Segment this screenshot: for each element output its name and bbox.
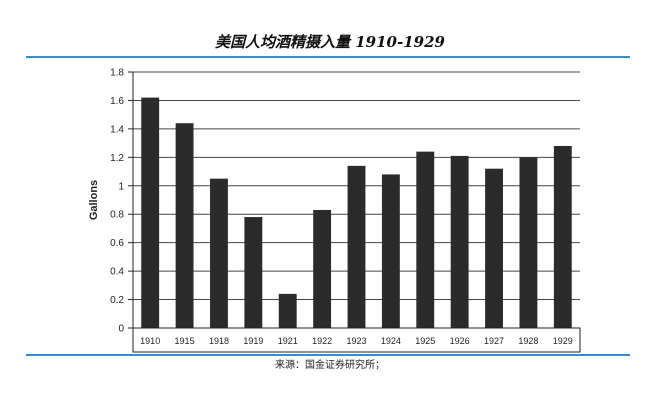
- bars: [141, 97, 572, 328]
- bar-1929: [553, 145, 572, 328]
- bar-1924: [381, 174, 400, 328]
- bar-1922: [313, 209, 332, 328]
- bar-1921: [278, 293, 297, 328]
- x-tick-label: 1924: [381, 336, 401, 346]
- x-tick-label: 1921: [278, 336, 298, 346]
- title-divider: [26, 56, 630, 58]
- y-tick-label: 0.8: [110, 210, 124, 221]
- x-tick-label: 1928: [518, 336, 538, 346]
- x-label-frame: [132, 327, 581, 353]
- bar-1910: [141, 97, 160, 328]
- bar-1923: [347, 165, 366, 328]
- figure-title: 美国人均酒精摄入量 1910-1929: [215, 33, 445, 51]
- bar-1918: [210, 178, 228, 328]
- x-tick-label: 1910: [140, 336, 160, 346]
- x-tick-label: 1923: [346, 336, 366, 346]
- y-tick-label: 1.4: [110, 124, 124, 135]
- y-tick-label: 1.8: [110, 68, 124, 79]
- figure-source: 来源：国金证券研究所；: [275, 360, 385, 371]
- x-tick-labels: 1910 1915 1918 1919 1921 1922 1923 1924 1925 1926…: [140, 336, 573, 346]
- bar-1927: [485, 168, 503, 328]
- y-tick-labels: 0 0.2 0.4 0.6 0.8 1 1.2 1.4 1.6 1.8: [110, 68, 124, 335]
- x-tick-label: 1922: [312, 336, 332, 346]
- bar-1926: [450, 155, 469, 328]
- x-tick-label: 1926: [450, 336, 470, 346]
- bar-1919: [244, 217, 263, 328]
- y-tick-label: 1.2: [110, 153, 124, 164]
- bar-1928: [519, 157, 538, 328]
- y-tick-label: 0: [118, 324, 124, 335]
- y-tick-label: 1: [118, 181, 124, 192]
- y-tick-label: 1.6: [110, 96, 124, 107]
- y-tick-label: 0.4: [110, 267, 124, 278]
- y-tick-label: 0.2: [110, 295, 124, 306]
- x-tick-label: 1915: [175, 336, 195, 346]
- source-divider: [26, 354, 630, 356]
- x-tick-label: 1927: [484, 336, 504, 346]
- x-tick-label: 1919: [243, 336, 263, 346]
- x-tick-label: 1918: [209, 336, 229, 346]
- bar-1915: [175, 123, 194, 328]
- axes: [128, 71, 581, 353]
- bar-1925: [416, 151, 435, 328]
- x-tick-label: 1925: [415, 336, 435, 346]
- y-tick-label: 0.6: [110, 238, 124, 249]
- y-axis-label: Gallons: [88, 180, 100, 220]
- x-tick-label: 1929: [553, 336, 573, 346]
